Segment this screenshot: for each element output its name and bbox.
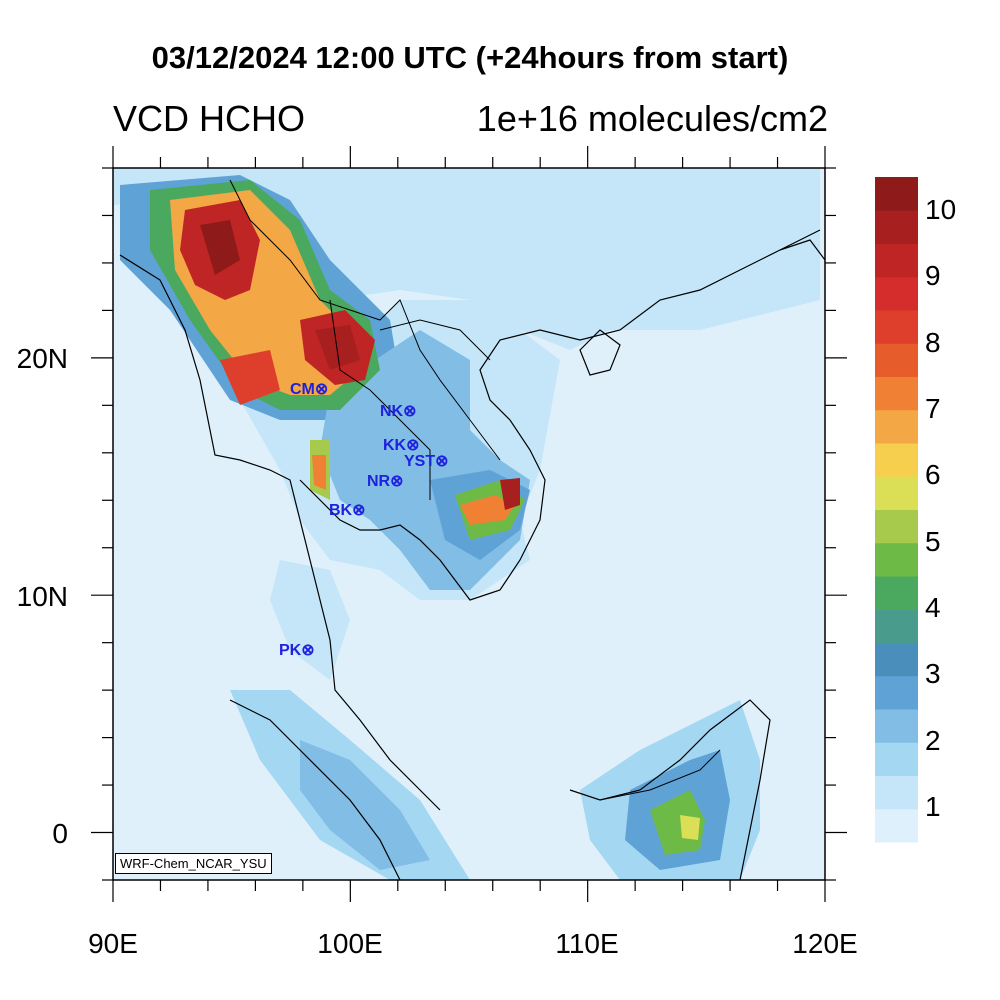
colorbar-label-5: 5: [925, 526, 941, 557]
colorbar-swatch: [875, 409, 918, 444]
colorbar-swatch: [875, 476, 918, 510]
colorbar-swatch: [875, 808, 918, 843]
colorbar-label-7: 7: [925, 393, 941, 424]
colorbar-label-6: 6: [925, 459, 941, 490]
colorbar-label-10: 10: [925, 194, 957, 225]
site-nr: NR⊗: [367, 473, 404, 490]
colorbar-swatch: [875, 210, 918, 244]
colorbar-swatch: [875, 343, 918, 377]
lon-tick-100e: 100E: [317, 928, 383, 959]
colorbar-swatch: [875, 642, 918, 677]
colorbar-label-1: 1: [925, 791, 941, 822]
colorbar-swatch: [875, 709, 918, 743]
lat-tick-10n: 10N: [16, 581, 68, 612]
site-cm: CM⊗: [290, 381, 329, 398]
colorbar-swatch: [875, 310, 918, 344]
site-nk: NK⊗: [380, 403, 417, 420]
site-nr-code: NR: [367, 473, 391, 490]
map-frame: [112, 167, 826, 881]
plot-title: 03/12/2024 12:00 UTC (+24hours from star…: [151, 40, 789, 75]
map-field: [113, 168, 825, 880]
colorbar-swatch: [875, 276, 918, 311]
colorbar-swatch: [875, 177, 918, 211]
units-label: 1e+16 molecules/cm2: [476, 98, 828, 139]
colorbar: [875, 177, 918, 843]
lat-tick-20n: 20N: [16, 343, 68, 374]
colorbar-swatch: [875, 675, 918, 710]
colorbar-label-8: 8: [925, 327, 941, 358]
axis-ticks: [91, 146, 847, 902]
lon-tick-110e: 110E: [555, 928, 619, 959]
country-borders: [229, 179, 721, 801]
colorbar-label-9: 9: [925, 260, 941, 291]
site-bk: BK⊗: [329, 502, 366, 519]
lon-tick-120e: 120E: [792, 928, 858, 959]
site-nk-code: NK: [380, 403, 404, 420]
site-kk: KK⊗: [383, 437, 420, 454]
site-pk-code: PK: [279, 642, 302, 659]
peak-values-layer: [180, 200, 520, 510]
colorbar-swatch: [875, 576, 918, 610]
site-kk-code: KK: [383, 437, 407, 454]
site-pk: PK⊗: [279, 642, 315, 659]
variable-name: VCD HCHO: [113, 98, 306, 139]
colorbar-label-3: 3: [925, 658, 941, 689]
site-yst-code: YST: [404, 453, 436, 470]
colorbar-swatch: [875, 509, 918, 544]
site-yst: YST⊗: [404, 453, 449, 470]
lat-tick-0: 0: [52, 818, 68, 849]
colorbar-label-2: 2: [925, 725, 941, 756]
site-bk-code: BK: [329, 502, 353, 519]
colorbar-swatch: [875, 243, 918, 278]
colorbar-swatch: [875, 609, 918, 643]
coastlines: [119, 229, 825, 880]
colorbar-swatch: [875, 542, 918, 577]
colorbar-swatch: [875, 775, 918, 810]
colorbar-label-4: 4: [925, 592, 941, 623]
model-credit: WRF-Chem_NCAR_YSU: [115, 853, 272, 874]
colorbar-swatch: [875, 376, 918, 411]
colorbar-swatch: [875, 443, 918, 477]
lon-tick-90e: 90E: [88, 928, 138, 959]
colorbar-swatch: [875, 742, 918, 776]
site-cm-code: CM: [290, 381, 315, 398]
